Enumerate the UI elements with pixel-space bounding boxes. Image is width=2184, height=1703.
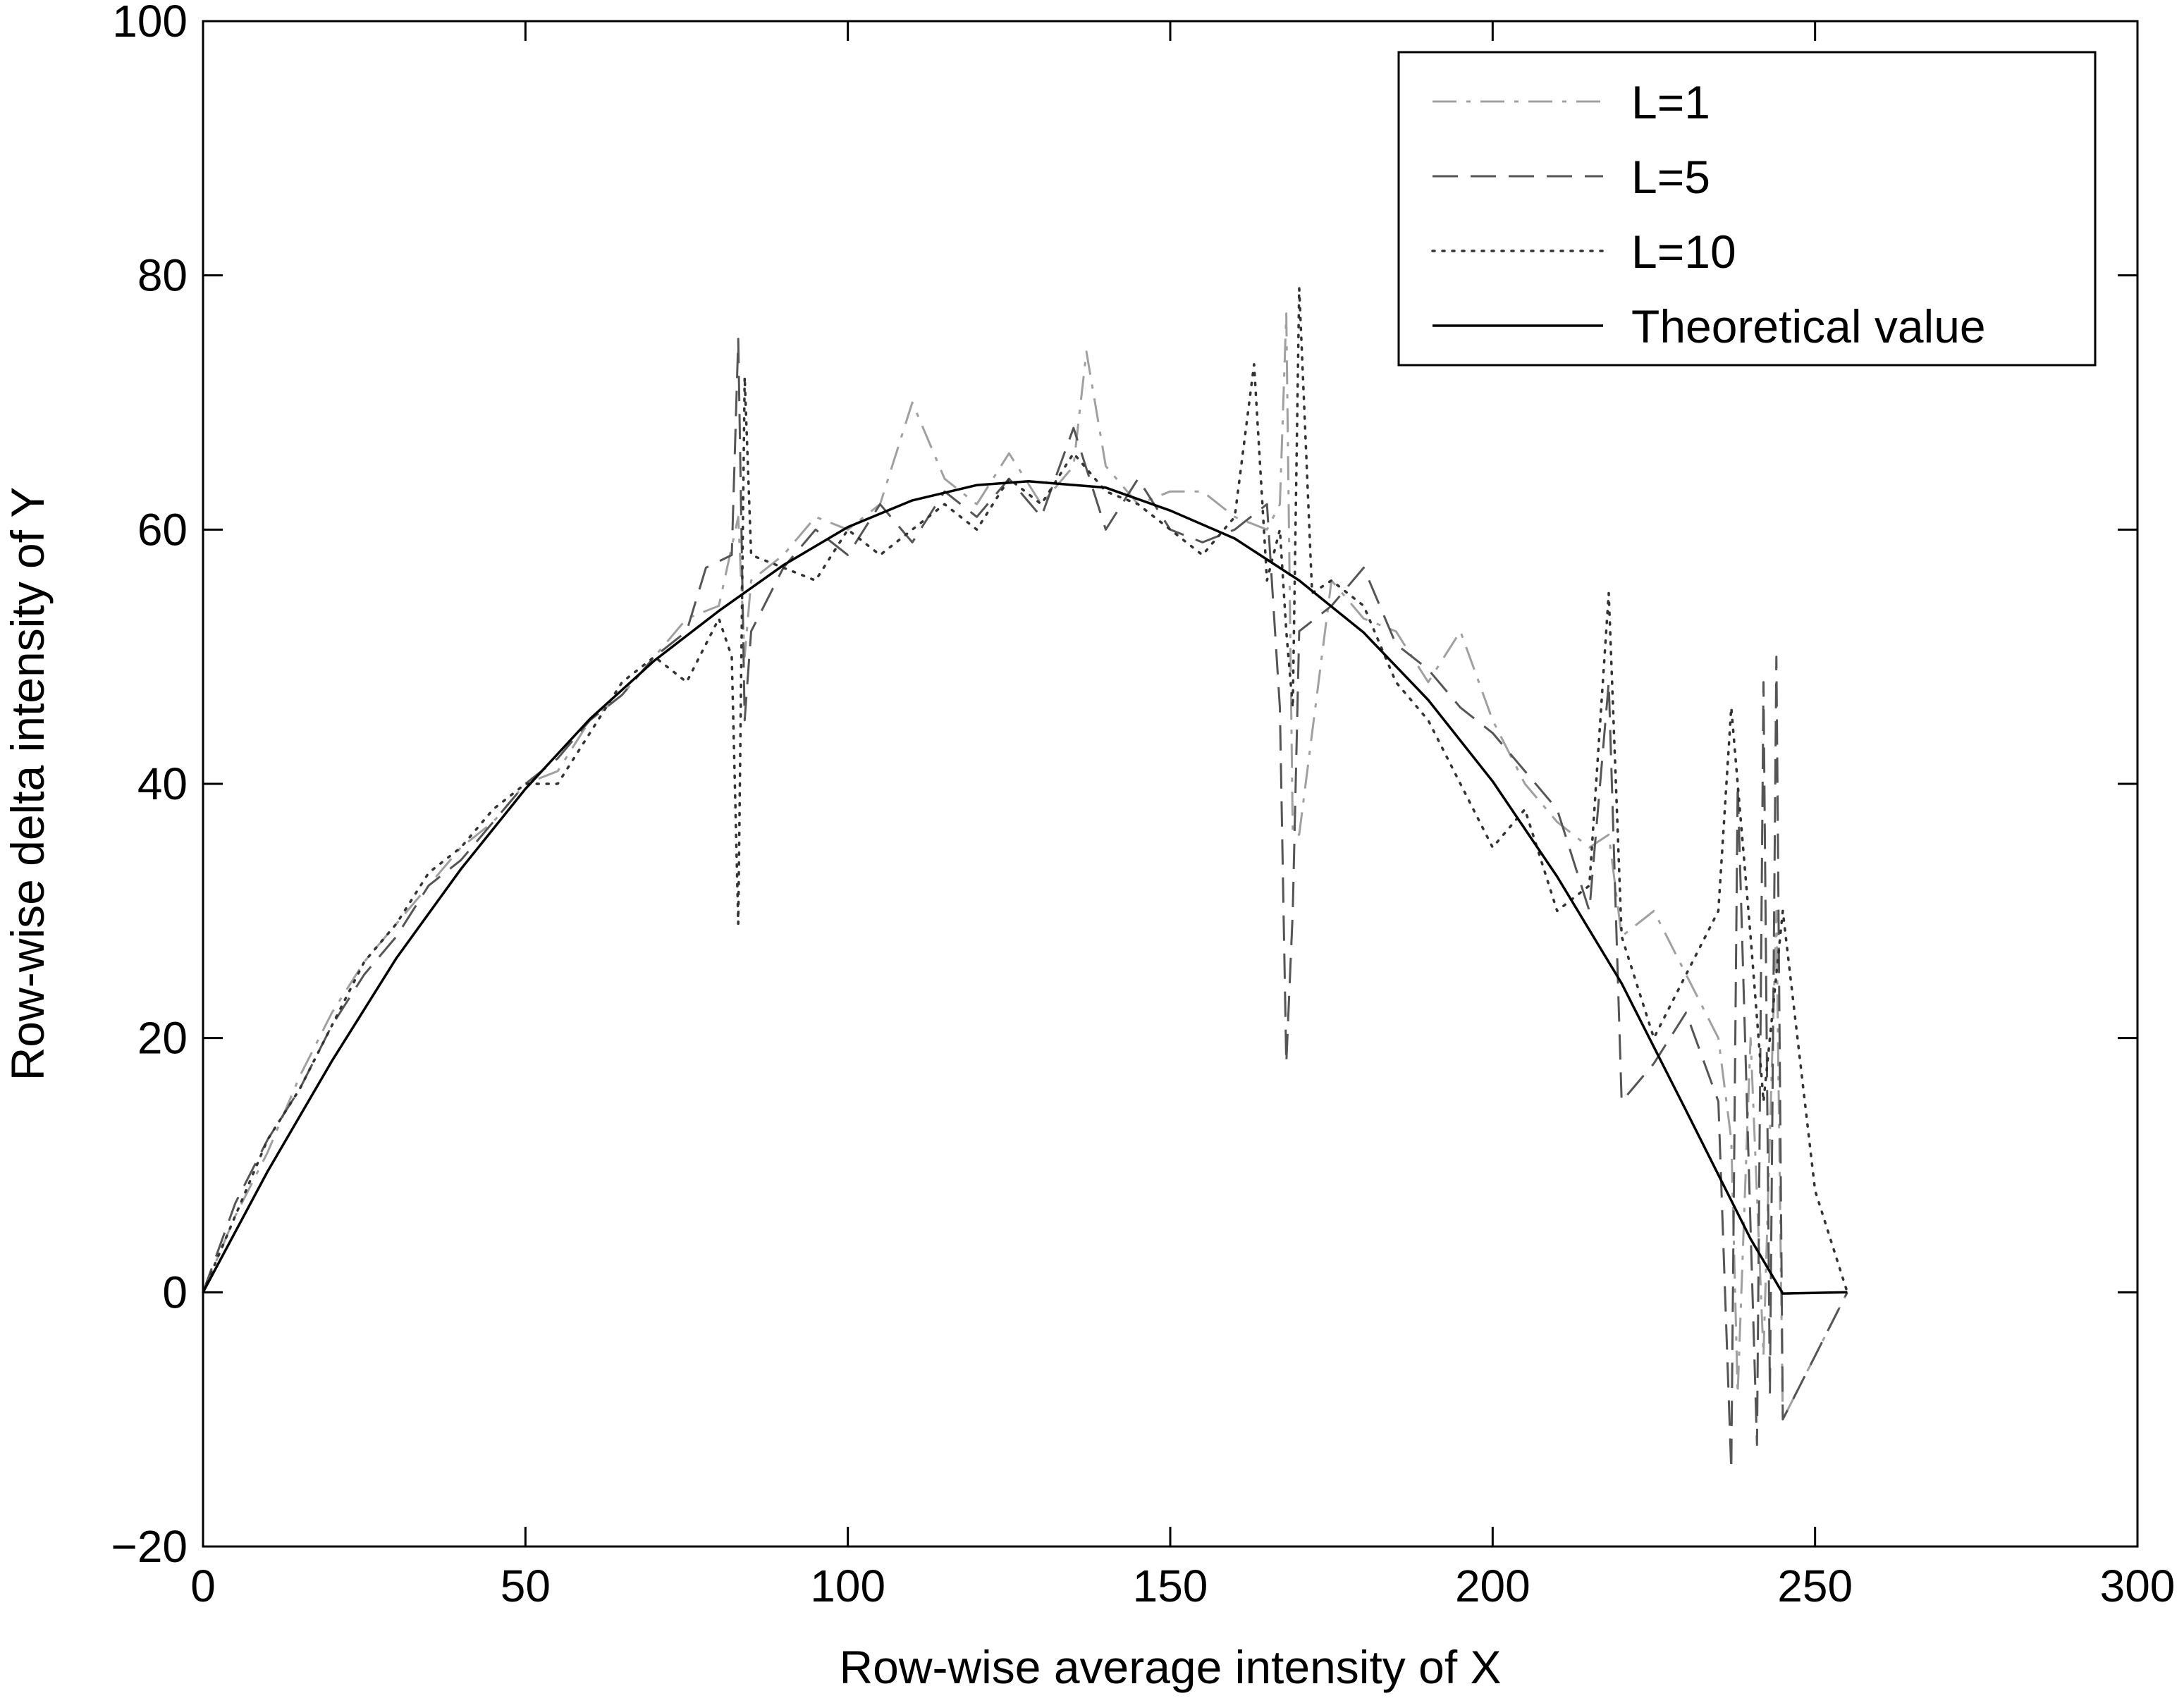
series-line-4 xyxy=(202,480,1848,1295)
y-tick-label: −20 xyxy=(111,1521,188,1572)
y-tick-label: 100 xyxy=(112,0,188,47)
legend-box xyxy=(1397,51,2097,367)
series-line-2 xyxy=(202,338,1848,1472)
y-tick-label: 20 xyxy=(137,1013,188,1064)
y-tick-label: 40 xyxy=(137,758,188,809)
ticks-layer xyxy=(202,20,2139,1548)
legend-label: L=1 xyxy=(1631,76,1710,128)
series-layer xyxy=(202,286,1849,1472)
x-axis-label: Row-wise average intensity of X xyxy=(839,1641,1501,1693)
x-tick-label: 150 xyxy=(1133,1561,1208,1611)
x-tick-label: 300 xyxy=(2100,1561,2176,1611)
series-line-3 xyxy=(202,286,1849,1294)
legend-item-4: Theoretical value xyxy=(1433,300,1986,352)
legend-label: Theoretical value xyxy=(1631,300,1986,352)
y-tick-label: 80 xyxy=(137,250,188,301)
x-tick-label: 250 xyxy=(1777,1561,1853,1611)
legend-items: L=1 L=5 L=10 Theoretical value xyxy=(1431,76,1986,352)
y-tick-label: 0 xyxy=(162,1267,188,1317)
legend: L=1 L=5 L=10 Theoretical value xyxy=(1397,51,2097,367)
y-tick-label: 60 xyxy=(137,504,188,555)
series-line-1 xyxy=(202,312,1848,1421)
x-tick-label: 50 xyxy=(501,1561,551,1611)
legend-item-1: L=1 xyxy=(1433,76,1710,128)
x-tick-label: 0 xyxy=(190,1561,216,1611)
x-tick-label: 100 xyxy=(810,1561,885,1611)
legend-label: L=10 xyxy=(1631,226,1736,278)
y-axis-label: Row-wise delta intensity of Y xyxy=(1,487,54,1081)
legend-item-3: L=10 xyxy=(1431,226,1736,278)
legend-label: L=5 xyxy=(1631,151,1710,203)
x-tick-label: 200 xyxy=(1455,1561,1530,1611)
legend-item-2: L=5 xyxy=(1433,151,1710,203)
